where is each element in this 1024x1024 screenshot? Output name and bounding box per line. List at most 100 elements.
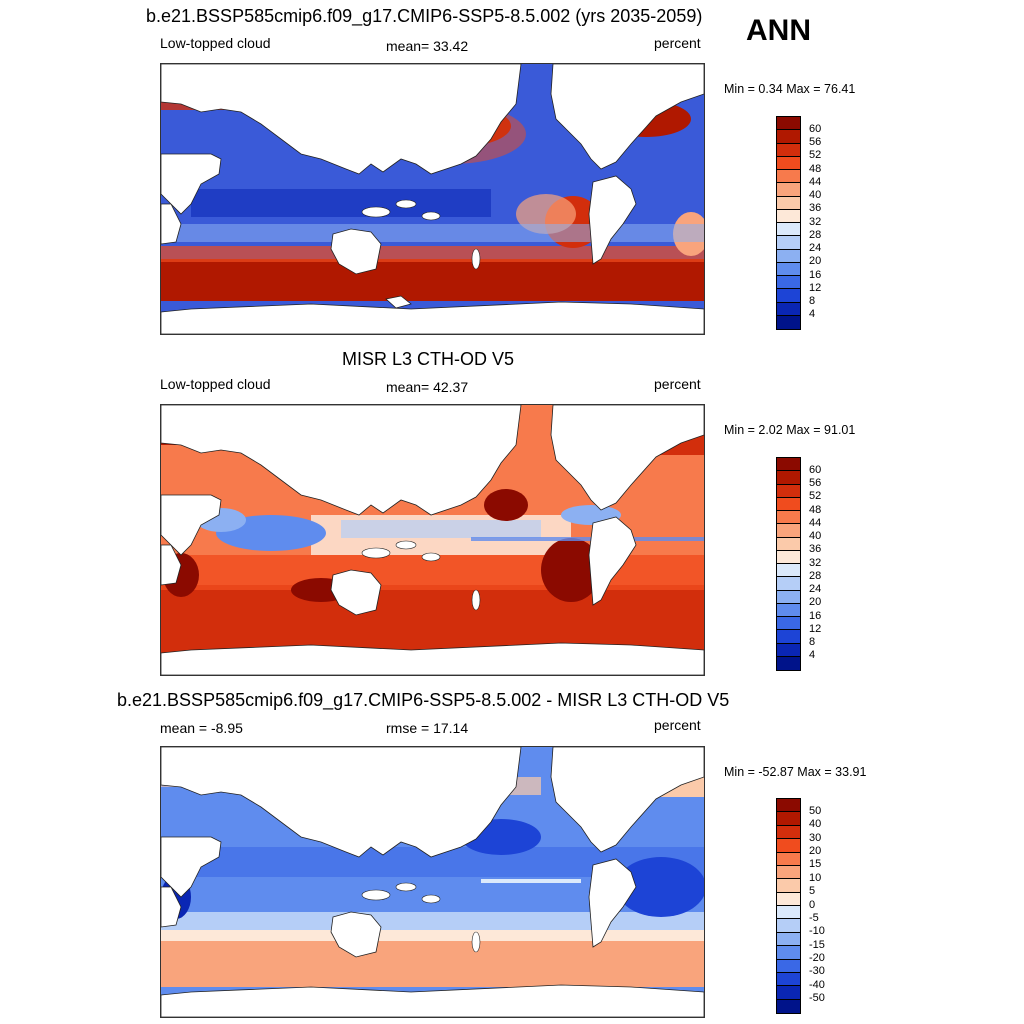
colorbar-tick-label: 20 [809,596,822,609]
colorbar-tick-label: -15 [809,938,825,951]
colorbar-segment [777,959,800,973]
colorbar-segment [777,919,800,933]
panel2-minmax: Min = 2.02 Max = 91.01 [724,423,856,437]
colorbar-segment [777,143,800,157]
colorbar-segment [777,946,800,960]
colorbar-segment [777,865,800,880]
panel2-colorbar [776,457,801,671]
panel3-map [160,746,705,1018]
colorbar-tick-label: 40 [809,818,822,831]
panel2-map [160,404,705,676]
colorbar-segment [777,537,800,551]
colorbar-segment [777,825,800,840]
colorbar-segment [777,458,800,472]
colorbar-segment [777,262,800,276]
colorbar-segment [777,183,800,197]
colorbar-tick-label: 24 [809,242,822,254]
colorbar-segment [777,156,800,170]
colorbar-tick-label: 40 [809,530,822,542]
colorbar-tick-label: 60 [809,463,822,476]
colorbar-segment [777,577,800,591]
colorbar-tick-label: 52 [809,490,822,503]
colorbar-tick-label: 20 [809,255,822,268]
colorbar-tick-label: 48 [809,162,822,175]
panel1-title: b.e21.BSSP585cmip6.f09_g17.CMIP6-SSP5-8.… [146,6,703,26]
colorbar-tick-label: 12 [809,622,822,635]
colorbar-segment [777,656,800,670]
colorbar-segment [777,932,800,947]
colorbar-tick-label: 48 [809,503,822,516]
colorbar-segment [777,524,800,538]
colorbar-segment [777,892,800,906]
colorbar-tick-label: 15 [809,858,822,871]
colorbar-tick-label: 60 [809,122,822,135]
colorbar-segment [777,799,800,813]
colorbar-tick-label: 32 [809,556,822,569]
colorbar-segment [777,302,800,316]
colorbar-tick-label: 4 [809,649,816,662]
colorbar-segment [777,999,800,1013]
panel1-units-label: percent [654,35,701,51]
colorbar-segment [777,590,800,604]
colorbar-segment [777,972,800,987]
colorbar-tick-label: 28 [809,228,822,241]
colorbar-tick-label: 40 [809,189,822,201]
colorbar-segment [777,130,800,144]
colorbar-tick-label: -5 [809,911,819,924]
colorbar-tick-label: 56 [809,136,822,148]
colorbar-segment [777,630,800,644]
colorbar-tick-label: 32 [809,215,822,228]
colorbar-segment [777,906,800,920]
colorbar-tick-label: 28 [809,569,822,582]
panel2-variable-label: Low-topped cloud [160,376,271,392]
panel1-minmax: Min = 0.34 Max = 76.41 [724,82,856,96]
colorbar-tick-label: 12 [809,281,822,294]
colorbar-segment [777,564,800,578]
colorbar-segment [777,511,800,525]
colorbar-tick-label: 20 [809,845,822,857]
colorbar-tick-label: 36 [809,543,822,556]
panel2-title: MISR L3 CTH-OD V5 [342,349,515,369]
colorbar-tick-label: 24 [809,583,822,595]
panel3-title: b.e21.BSSP585cmip6.f09_g17.CMIP6-SSP5-8.… [117,690,730,710]
panel3-rmse-label: rmse = 17.14 [386,720,469,736]
colorbar-tick-label: 44 [809,175,822,188]
colorbar-segment [777,223,800,237]
colorbar-segment [777,170,800,184]
colorbar-tick-label: 16 [809,268,822,281]
colorbar-tick-label: -40 [809,978,825,991]
colorbar-tick-label: 0 [809,898,816,911]
colorbar-segment [777,117,800,131]
colorbar-segment [777,986,800,1000]
panel3-minmax: Min = -52.87 Max = 33.91 [724,765,867,779]
colorbar-segment [777,236,800,250]
panel1-map [160,63,705,335]
colorbar-segment [777,839,800,853]
panel3-colorbar [776,798,801,1014]
colorbar-tick-label: -30 [809,965,825,978]
panel3-units-label: percent [654,717,701,733]
season-label: ANN [746,14,811,47]
colorbar-segment [777,852,800,866]
colorbar-segment [777,617,800,631]
colorbar-tick-label: 10 [809,871,822,884]
colorbar-tick-label: 56 [809,477,822,489]
colorbar-segment [777,879,800,893]
colorbar-segment [777,196,800,210]
colorbar-segment [777,550,800,564]
colorbar-tick-label: -20 [809,952,825,964]
colorbar-tick-label: -10 [809,925,825,938]
colorbar-tick-label: 36 [809,202,822,215]
colorbar-tick-label: 4 [809,308,816,321]
colorbar-segment [777,471,800,485]
colorbar-tick-label: 5 [809,885,816,898]
panel2-mean-label: mean= 42.37 [386,379,469,395]
colorbar-tick-label: 50 [809,804,822,817]
colorbar-tick-label: 8 [809,636,816,648]
colorbar-segment [777,497,800,511]
colorbar-segment [777,249,800,263]
colorbar-segment [777,289,800,303]
colorbar-segment [777,643,800,657]
panel3-mean-label: mean = -8.95 [160,720,243,736]
colorbar-tick-label: 8 [809,295,816,307]
